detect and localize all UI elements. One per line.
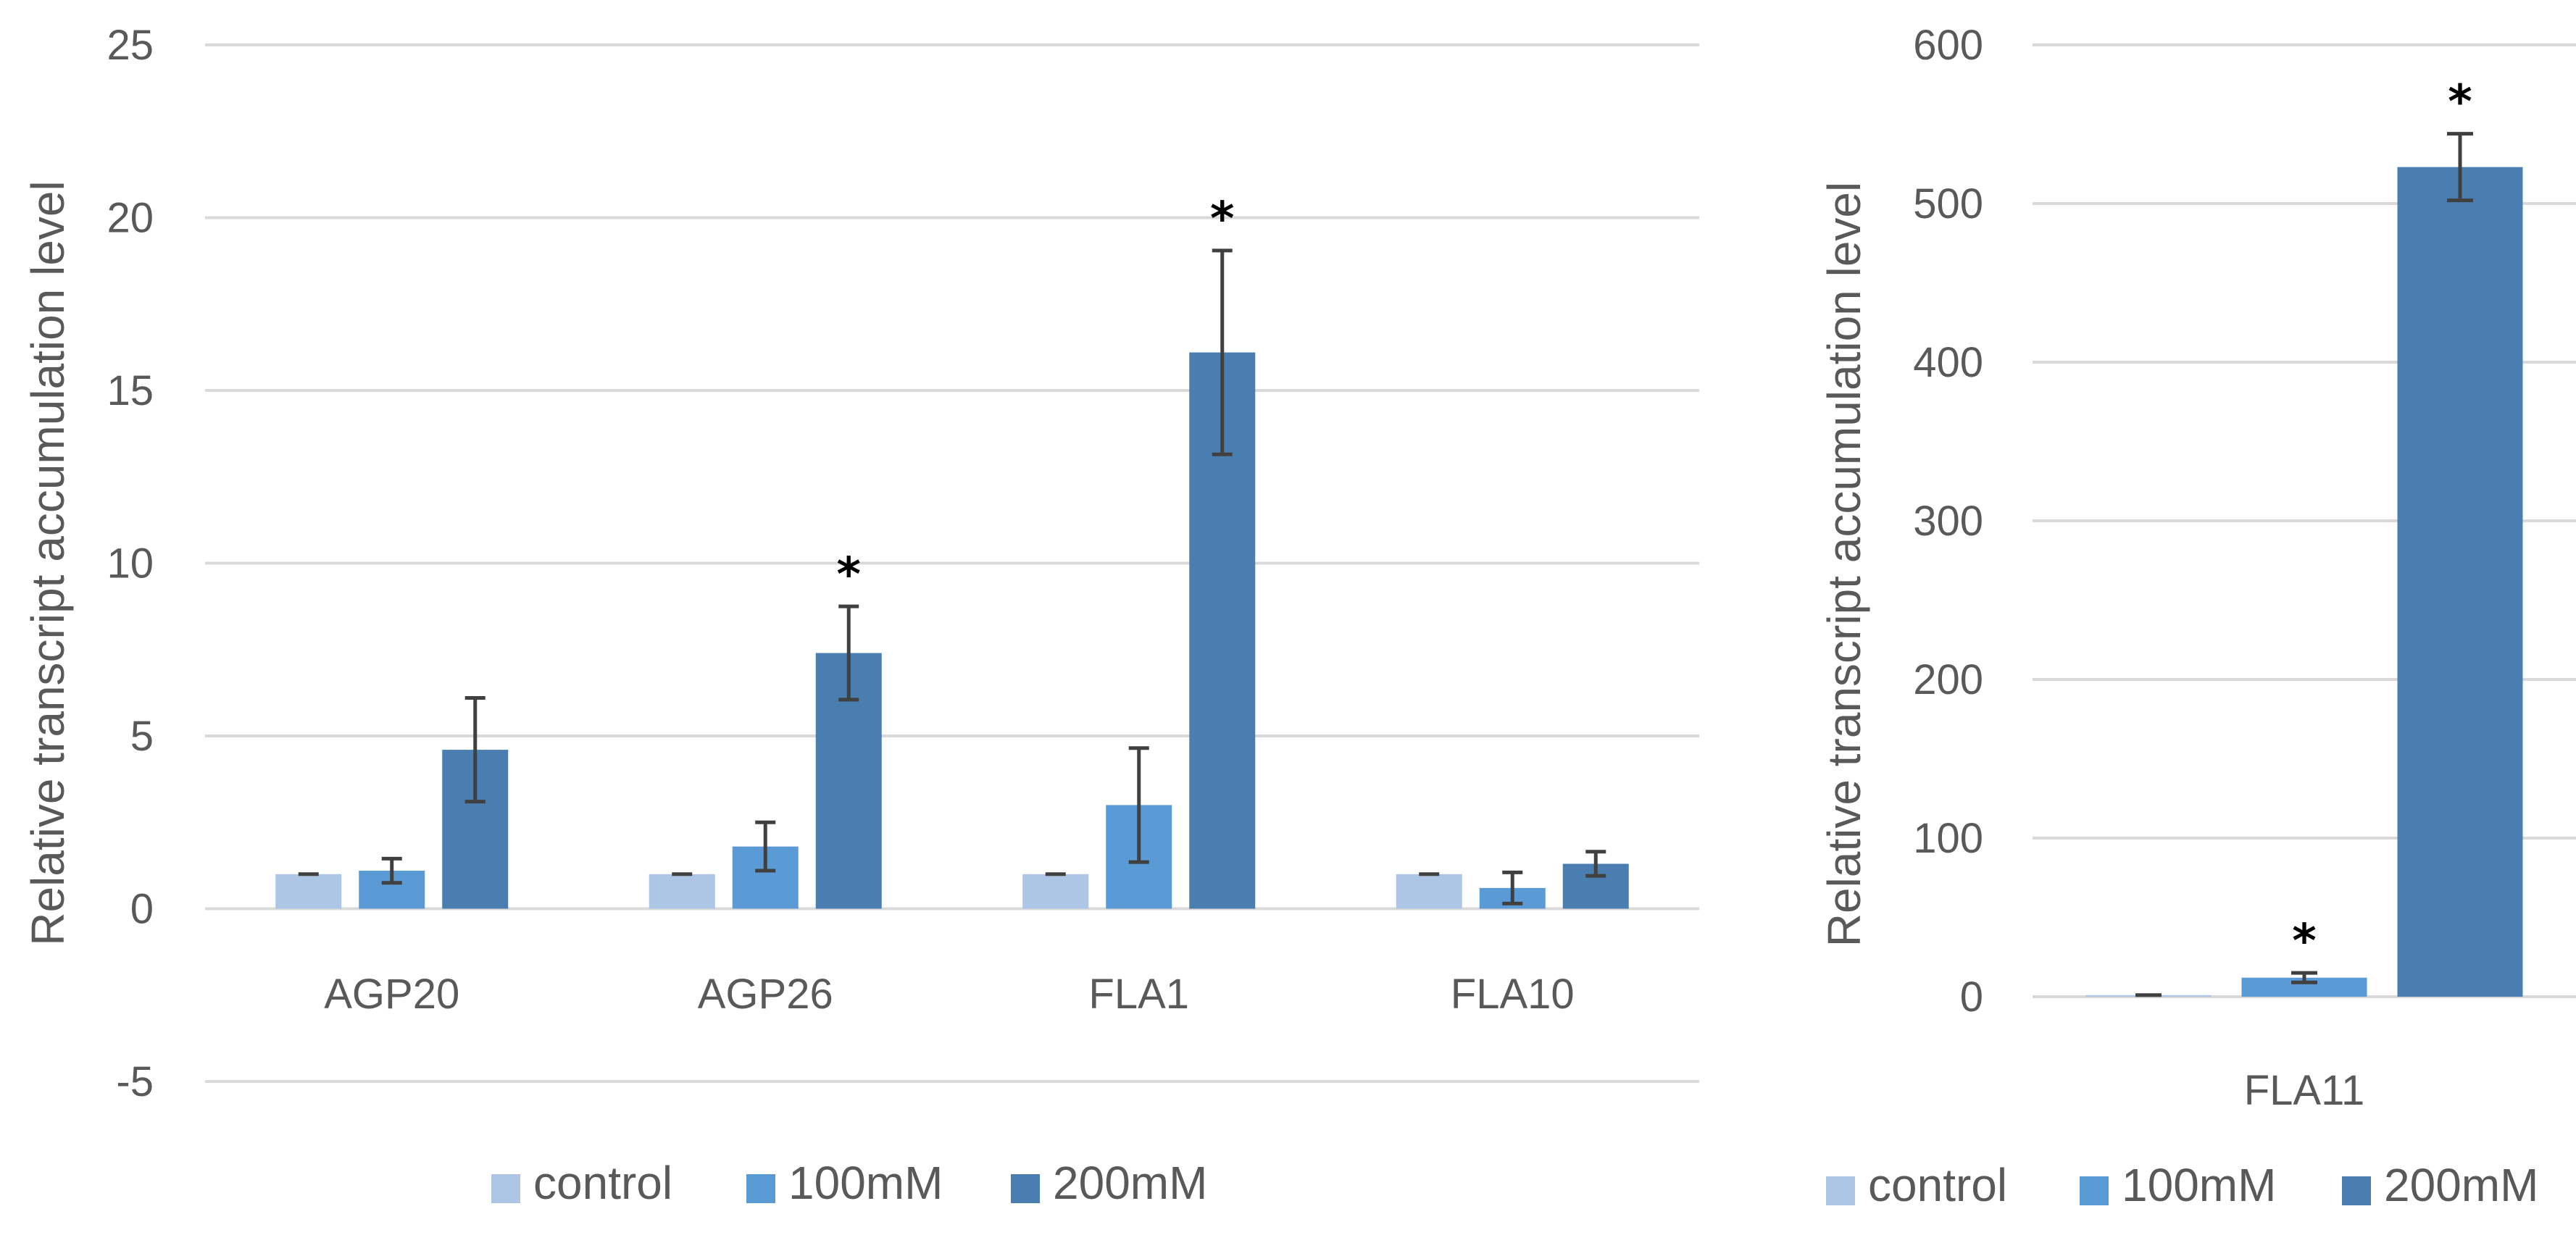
- bar: [649, 874, 715, 909]
- legend-swatch: [1826, 1176, 1855, 1205]
- significance-marker: *: [837, 548, 861, 602]
- bar: [1396, 874, 1462, 909]
- y-tick-label: 100: [1913, 815, 1983, 862]
- legend-swatch: [746, 1174, 775, 1203]
- y-tick-label: -5: [116, 1058, 154, 1105]
- legend-label: 200mM: [2384, 1159, 2538, 1211]
- legend-swatch: [2080, 1176, 2109, 1205]
- category-label: AGP26: [698, 971, 833, 1018]
- y-tick-label: 300: [1913, 498, 1983, 545]
- y-axis-title: Relative transcript accumulation level: [22, 180, 74, 945]
- legend-swatch: [1011, 1174, 1040, 1203]
- y-tick-label: 200: [1913, 656, 1983, 703]
- significance-marker: *: [2292, 915, 2316, 968]
- legend-label: control: [1868, 1159, 2007, 1211]
- legend-label: 100mM: [2122, 1159, 2276, 1211]
- legend-label: 200mM: [1053, 1157, 1207, 1209]
- y-tick-label: 5: [130, 713, 154, 760]
- y-tick-label: 10: [107, 540, 154, 587]
- category-label: FLA10: [1451, 971, 1575, 1018]
- y-tick-label: 600: [1913, 22, 1983, 69]
- category-label: FLA11: [2244, 1067, 2365, 1114]
- y-axis-title: Relative transcript accumulation level: [1818, 182, 1870, 947]
- legend-swatch: [2342, 1176, 2371, 1205]
- left-chart-panel: 25 20 15 10 5 0 -5 Relative transcript accumula…: [22, 22, 1699, 1209]
- y-tick-label: 0: [130, 886, 154, 933]
- legend-swatch: [491, 1174, 520, 1203]
- bar: [275, 874, 342, 909]
- y-tick-label: 500: [1913, 180, 1983, 227]
- legend-label: 100mM: [788, 1157, 943, 1209]
- significance-marker: *: [1210, 193, 1234, 246]
- y-tick-label: 20: [107, 195, 154, 242]
- y-tick-label: 25: [107, 22, 154, 69]
- y-tick-label: 15: [107, 367, 154, 414]
- right-chart-panel: 600 500 400 300 200 100 0 Relative transcript a…: [1818, 22, 2576, 1211]
- bar: [1022, 874, 1089, 909]
- legend-label: control: [533, 1157, 672, 1209]
- y-tick-label: 400: [1913, 339, 1983, 386]
- y-tick-label: 0: [1960, 974, 1983, 1021]
- bar: [2397, 167, 2523, 997]
- category-label: AGP20: [324, 971, 459, 1018]
- category-label: FLA1: [1088, 971, 1189, 1018]
- significance-marker: *: [2448, 76, 2472, 130]
